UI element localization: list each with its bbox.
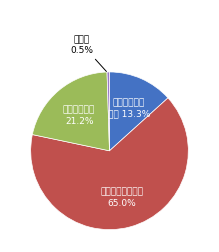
Text: 職いたことがある
65.0%: 職いたことがある 65.0%	[100, 187, 143, 207]
Text: 知らなかった
21.2%: 知らなかった 21.2%	[63, 105, 95, 125]
Text: 無回答
0.5%: 無回答 0.5%	[70, 35, 106, 72]
Text: 詳細を知って
いる 13.3%: 詳細を知って いる 13.3%	[108, 98, 150, 118]
Wedge shape	[31, 99, 188, 230]
Wedge shape	[107, 73, 110, 151]
Wedge shape	[110, 73, 168, 151]
Wedge shape	[32, 73, 110, 151]
